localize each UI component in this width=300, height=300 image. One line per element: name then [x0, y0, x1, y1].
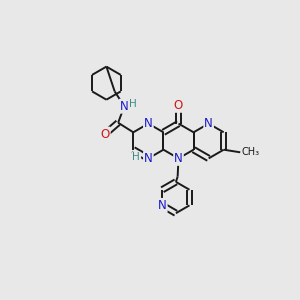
- Text: H: H: [129, 99, 136, 109]
- Text: N: N: [144, 117, 153, 130]
- Text: CH₃: CH₃: [242, 147, 260, 157]
- Text: O: O: [174, 99, 183, 112]
- Text: N: N: [204, 117, 213, 130]
- Text: N: N: [144, 152, 153, 165]
- Text: H: H: [133, 152, 140, 163]
- Text: O: O: [100, 128, 110, 140]
- Text: N: N: [174, 152, 183, 165]
- Text: N: N: [120, 100, 129, 113]
- Text: N: N: [158, 199, 167, 212]
